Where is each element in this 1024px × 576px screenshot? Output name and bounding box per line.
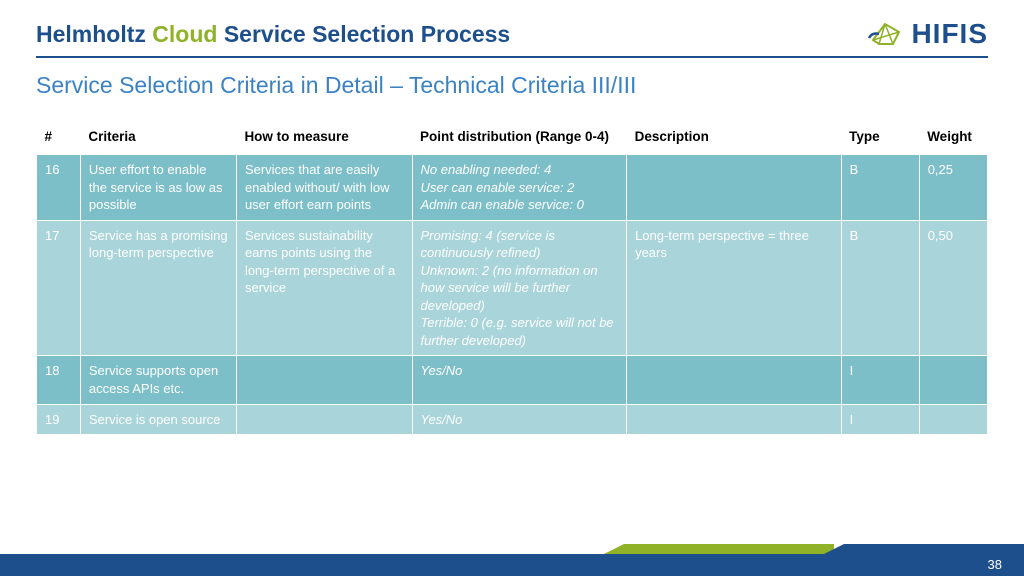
cell-points: Promising: 4 (service is continuously re…	[412, 220, 627, 356]
cell-how: Services that are easily enabled without…	[236, 155, 412, 221]
cell-points: No enabling needed: 4 User can enable se…	[412, 155, 627, 221]
cell-weight	[919, 356, 987, 404]
cell-weight: 0,50	[919, 220, 987, 356]
table-row: 16User effort to enable the service is a…	[37, 155, 988, 221]
cell-criteria: Service is open source	[80, 404, 236, 435]
slide-title: Helmholtz Cloud Service Selection Proces…	[36, 21, 510, 48]
cell-how	[236, 356, 412, 404]
criteria-table: # Criteria How to measure Point distribu…	[36, 121, 988, 435]
hifis-logo-text: HIFIS	[911, 18, 988, 50]
footer-accent-stripe	[604, 544, 1024, 554]
col-header-how: How to measure	[236, 121, 412, 155]
title-part-2: Cloud	[152, 21, 224, 47]
slide-subtitle: Service Selection Criteria in Detail – T…	[0, 58, 1024, 109]
slide-footer: 38	[0, 554, 1024, 576]
title-part-3: Service Selection Process	[224, 21, 510, 47]
col-header-type: Type	[841, 121, 919, 155]
cell-criteria: User effort to enable the service is as …	[80, 155, 236, 221]
slide-header: Helmholtz Cloud Service Selection Proces…	[36, 0, 988, 58]
col-header-desc: Description	[627, 121, 842, 155]
cell-num: 19	[37, 404, 81, 435]
page-number: 38	[988, 557, 1002, 572]
cell-num: 18	[37, 356, 81, 404]
cell-points: Yes/No	[412, 356, 627, 404]
col-header-points: Point distribution (Range 0-4)	[412, 121, 627, 155]
criteria-table-container: # Criteria How to measure Point distribu…	[0, 109, 1024, 435]
table-row: 18Service supports open access APIs etc.…	[37, 356, 988, 404]
col-header-num: #	[37, 121, 81, 155]
cell-points: Yes/No	[412, 404, 627, 435]
col-header-weight: Weight	[919, 121, 987, 155]
cell-type: B	[841, 155, 919, 221]
cell-type: I	[841, 356, 919, 404]
cell-weight	[919, 404, 987, 435]
cell-how	[236, 404, 412, 435]
table-header-row: # Criteria How to measure Point distribu…	[37, 121, 988, 155]
hifis-logo: HIFIS	[867, 18, 988, 50]
cell-how: Services sustainability earns points usi…	[236, 220, 412, 356]
cell-criteria: Service supports open access APIs etc.	[80, 356, 236, 404]
cell-num: 17	[37, 220, 81, 356]
cell-desc	[627, 155, 842, 221]
cell-type: I	[841, 404, 919, 435]
cell-desc: Long-term perspective = three years	[627, 220, 842, 356]
cell-type: B	[841, 220, 919, 356]
hifis-logo-icon	[867, 20, 905, 48]
cell-weight: 0,25	[919, 155, 987, 221]
table-row: 17Service has a promising long-term pers…	[37, 220, 988, 356]
title-part-1: Helmholtz	[36, 21, 152, 47]
cell-desc	[627, 404, 842, 435]
cell-criteria: Service has a promising long-term perspe…	[80, 220, 236, 356]
table-row: 19Service is open source Yes/No I	[37, 404, 988, 435]
cell-num: 16	[37, 155, 81, 221]
col-header-criteria: Criteria	[80, 121, 236, 155]
cell-desc	[627, 356, 842, 404]
